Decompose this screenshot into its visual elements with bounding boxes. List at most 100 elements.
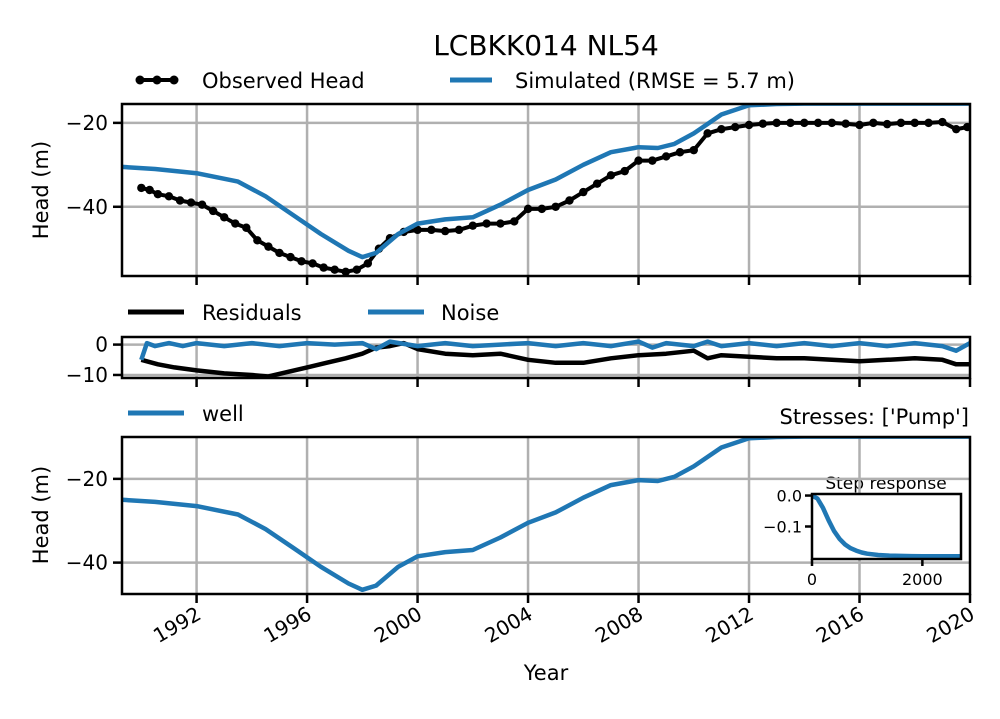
observed-point [606, 171, 616, 180]
observed-point [153, 189, 163, 199]
legend-label-well: well [202, 402, 244, 426]
observed-point [675, 148, 685, 157]
observed-point [620, 166, 629, 176]
observed-point [220, 213, 229, 222]
legend-label-simulated: Simulated (RMSE = 5.7 m) [515, 69, 795, 93]
observed-point [308, 259, 317, 268]
axes-frame [120, 335, 972, 380]
legend-marker-observed [135, 75, 145, 85]
stresses-annotation: Stresses: ['Pump'] [780, 405, 969, 429]
observed-point [454, 225, 464, 235]
observed-point [731, 122, 740, 132]
observed-point [579, 187, 588, 197]
observed-point [427, 225, 436, 235]
observed-point [482, 219, 491, 228]
observed-point [786, 118, 795, 128]
observed-point [363, 259, 373, 268]
legend-residuals: Residuals Noise [128, 301, 499, 325]
ytick-label: −10 [66, 363, 108, 387]
observed-point [565, 196, 574, 205]
axes-frame [120, 435, 972, 596]
ytick-label: −40 [66, 551, 108, 575]
observed-point [772, 118, 781, 128]
observed-point [468, 221, 478, 230]
figure-title: LCBKK014 NL54 [433, 29, 659, 62]
observed-point [264, 242, 273, 251]
observed-point [648, 156, 657, 165]
series-line-well [122, 437, 970, 593]
observed-point [175, 196, 185, 205]
observed-point [137, 183, 146, 193]
observed-point [523, 204, 533, 214]
observed-point [855, 120, 864, 130]
inset-xtick-label: 0 [807, 570, 817, 589]
step-response-line [810, 493, 961, 559]
observed-point [253, 236, 262, 245]
observed-point [231, 219, 240, 228]
inset-xtick-label: 2000 [902, 570, 943, 589]
observed-point [592, 179, 602, 188]
observed-point [275, 248, 284, 258]
observed-point [197, 200, 207, 209]
inset-background [812, 494, 961, 559]
observed-point [352, 265, 361, 274]
observed-point [186, 198, 196, 207]
observed-point [510, 217, 519, 226]
ytick-label: −40 [66, 195, 108, 219]
legend-heads: Observed Head Simulated (RMSE = 5.7 m) [135, 69, 795, 93]
observed-point [551, 202, 560, 211]
observed-point [208, 206, 218, 216]
observed-point [938, 117, 947, 127]
observed-point [758, 119, 768, 128]
inset-ytick-label: −0.1 [763, 518, 802, 537]
observed-point [413, 225, 422, 235]
observed-point [910, 118, 919, 128]
observed-point [286, 252, 295, 262]
observed-point [703, 129, 712, 138]
ytick-label: −20 [66, 467, 108, 491]
series-line-noise [139, 339, 970, 361]
observed-point [689, 145, 698, 155]
inset-frame [810, 492, 963, 561]
observed-point [744, 120, 754, 130]
observed-point [869, 118, 878, 128]
observed-point [813, 118, 823, 128]
series-line-residuals [140, 340, 970, 378]
observed-point [841, 119, 850, 128]
ylabel-contributions: Head (m) [29, 466, 53, 564]
observed-point [242, 223, 251, 232]
panel-step-response: 0.0 −0.1 0 2000 [763, 487, 963, 589]
observed-point [440, 226, 450, 236]
xlabel-year: Year [523, 661, 569, 685]
legend-label-noise: Noise [441, 301, 499, 325]
panel-residuals: 0−10 [66, 333, 972, 387]
legend-marker-observed [152, 75, 162, 85]
observed-point [717, 124, 726, 134]
observed-point [496, 219, 505, 228]
ytick-label: 0 [95, 333, 108, 357]
observed-point [882, 119, 892, 129]
legend-label-residuals: Residuals [202, 301, 302, 325]
ylabel-heads: Head (m) [29, 141, 53, 239]
panel-heads: −20 −40 [66, 102, 972, 285]
inset-ytick-label: 0.0 [777, 487, 802, 506]
ytick-label: −20 [66, 111, 108, 135]
observed-point [827, 118, 837, 128]
observed-point [800, 118, 809, 128]
observed-point [661, 152, 671, 161]
observed-point [145, 185, 154, 195]
observed-point [896, 118, 906, 128]
legend-label-observed: Observed Head [202, 69, 365, 93]
observed-point [963, 122, 970, 132]
observed-point [319, 263, 328, 272]
observed-point [341, 267, 350, 276]
observed-point [951, 124, 961, 134]
observed-point [330, 265, 339, 274]
observed-point [537, 204, 547, 214]
series-line-simulated-rmse-5-7-m [122, 104, 970, 260]
observed-point [297, 257, 306, 266]
observed-point [924, 118, 933, 128]
observed-point [164, 192, 174, 201]
inset-title: Step response [825, 474, 946, 494]
